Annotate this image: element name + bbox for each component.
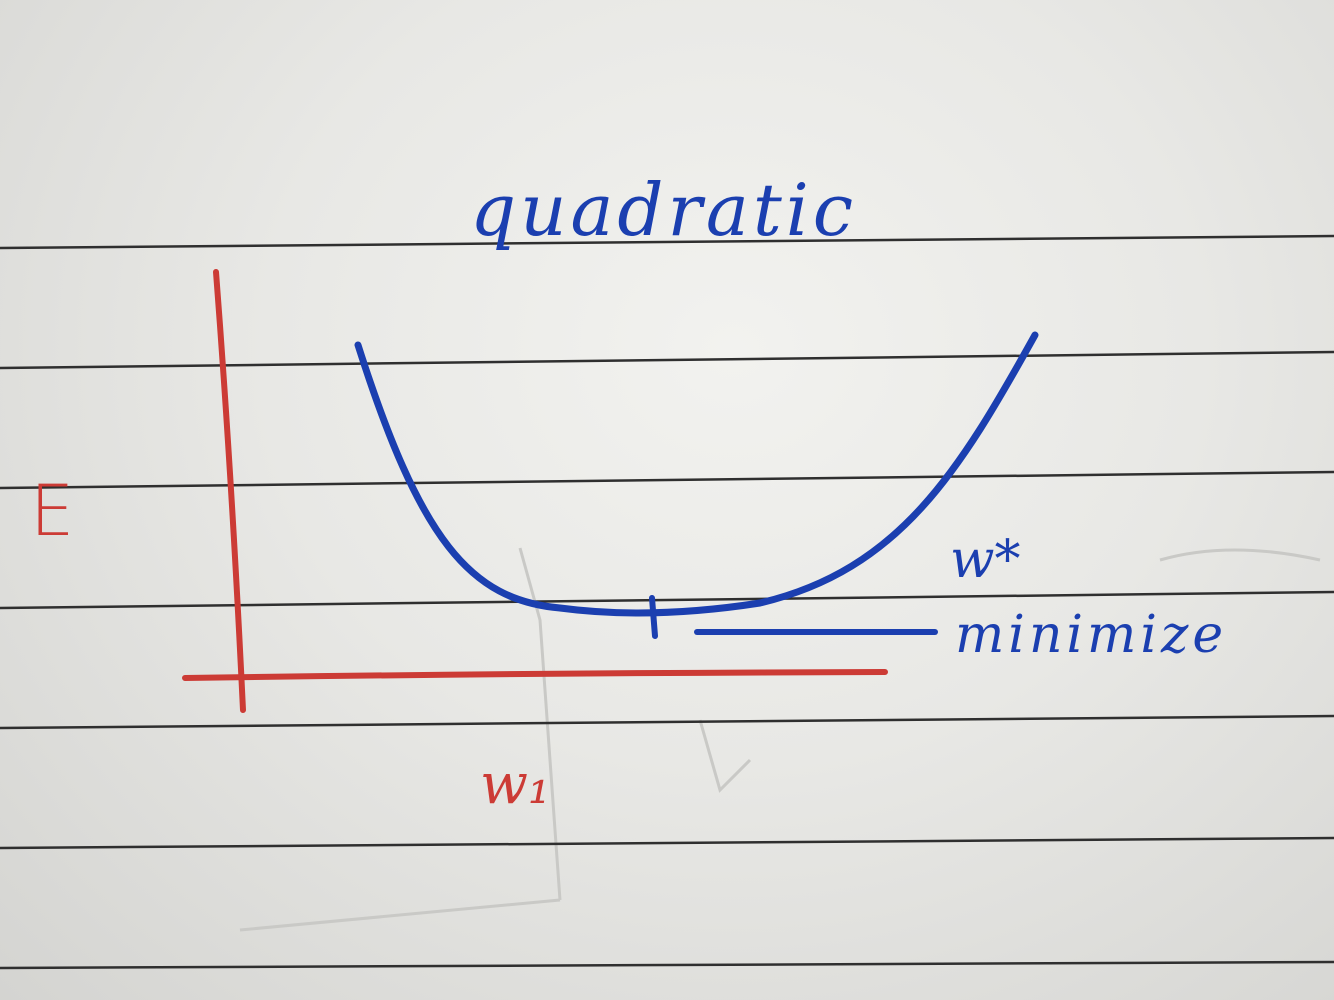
x-axis: [182, 669, 888, 681]
ruled-line: [0, 590, 1334, 610]
x-axis-label: w₁: [480, 752, 551, 817]
bleed-through-stroke: [239, 898, 561, 932]
ruled-lines: [0, 234, 1334, 970]
ruled-line: [0, 960, 1334, 970]
bleed-through-stroke: [698, 719, 752, 793]
bleed-through-stroke: [518, 547, 562, 901]
minimum-note: minimize: [955, 605, 1228, 665]
axes: [182, 269, 888, 713]
y-axis-label: E: [30, 470, 75, 552]
ruled-line: [0, 470, 1334, 490]
ruled-line: [0, 234, 1334, 250]
bleed-through-stroke: [1159, 548, 1321, 562]
quadratic-curve: [354, 331, 1039, 617]
ruled-line: [0, 350, 1334, 370]
y-axis: [213, 269, 246, 713]
ruled-line: [0, 836, 1334, 850]
sketch-title: quadratic: [470, 168, 858, 252]
ruled-line: [0, 714, 1334, 730]
bleed-through-marks: [239, 547, 1321, 932]
minimum-tick: [649, 595, 658, 639]
minimum-label: w*: [950, 530, 1021, 590]
